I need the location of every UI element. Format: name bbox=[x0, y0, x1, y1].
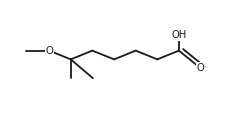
Text: OH: OH bbox=[170, 30, 186, 40]
Text: O: O bbox=[45, 46, 53, 56]
Text: O: O bbox=[196, 63, 204, 73]
